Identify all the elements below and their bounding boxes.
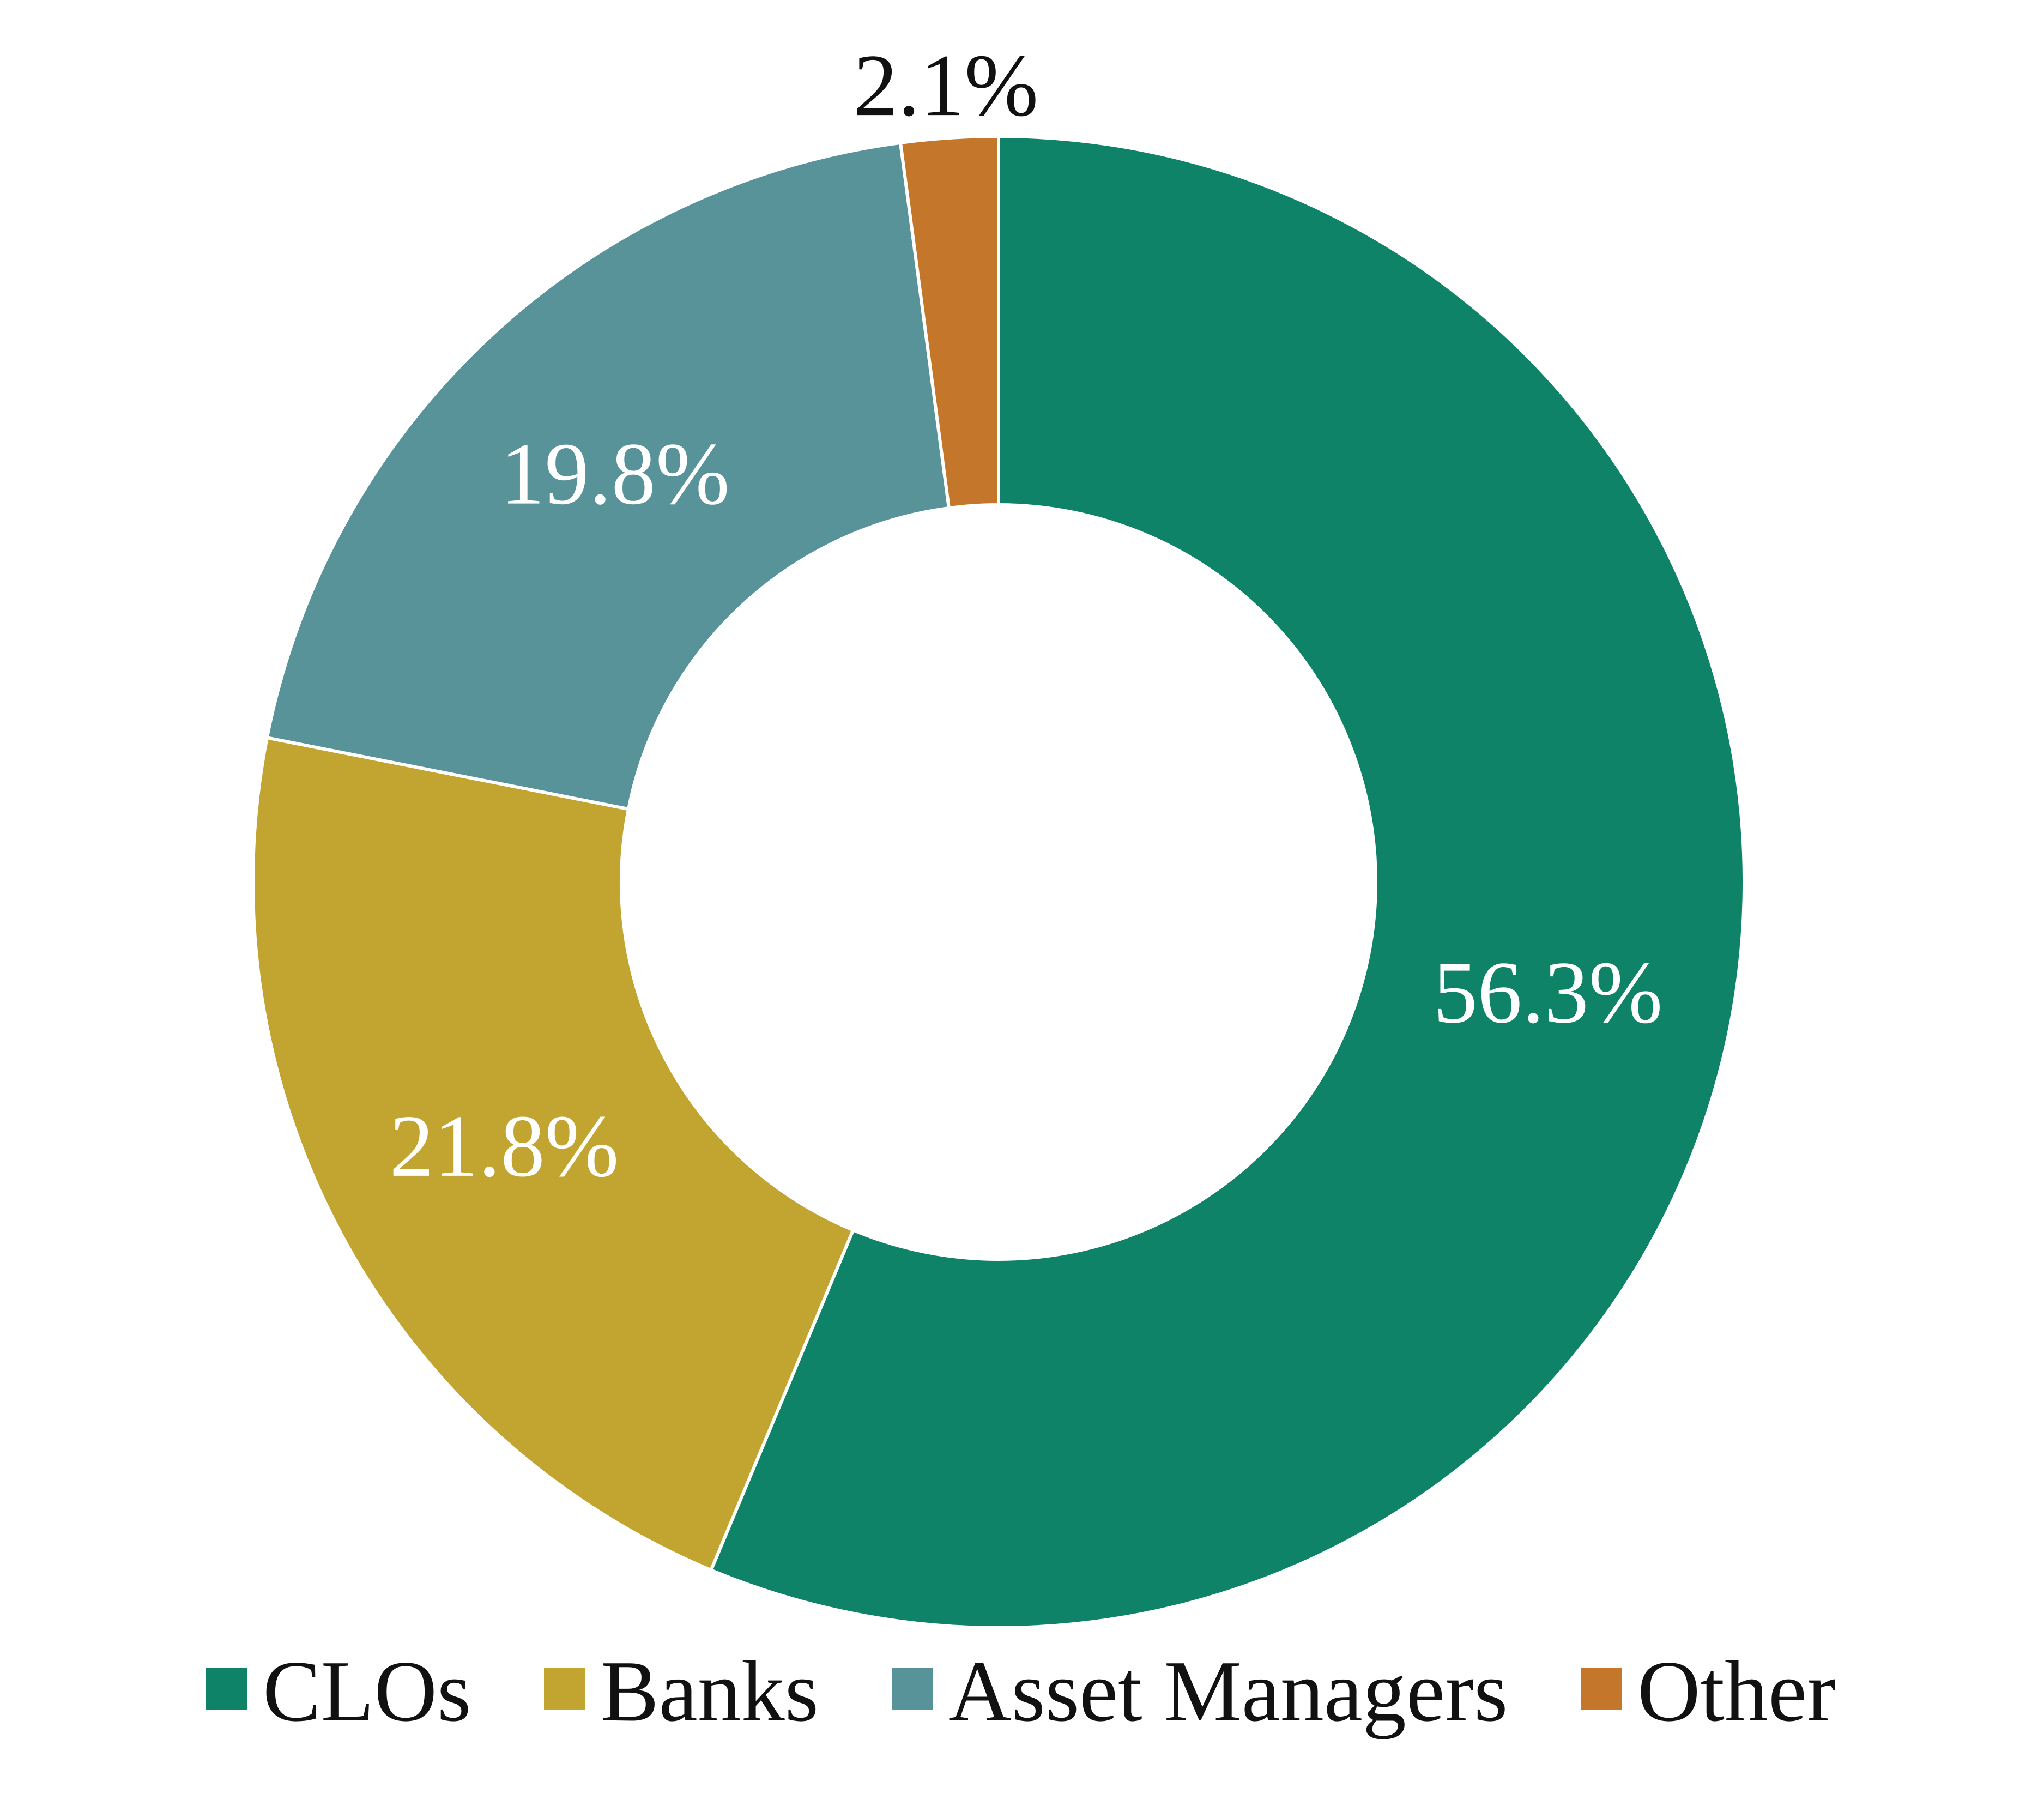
slice-asset-managers: [265, 141, 951, 811]
legend-label-other: Other: [1637, 1642, 1836, 1739]
slice-labels: 56.3% 21.8% 19.8% 2.1%: [389, 37, 1662, 1195]
legend-swatch-banks: [544, 1668, 585, 1710]
legend-item-clos: CLOs: [206, 1642, 471, 1739]
slice-label-asset-managers: 19.8%: [500, 425, 730, 523]
slice-banks: [251, 735, 856, 1573]
legend: CLOs Banks Asset Managers Other: [206, 1642, 1836, 1739]
slice-label-other: 2.1%: [854, 37, 1039, 135]
legend-swatch-clos: [206, 1668, 247, 1710]
legend-swatch-other: [1581, 1668, 1622, 1710]
slice-label-clos: 56.3%: [1433, 944, 1662, 1042]
slice-other: [898, 134, 1000, 510]
legend-swatch-asset-managers: [892, 1668, 933, 1710]
slice-clos: [709, 134, 1746, 1629]
legend-label-banks: Banks: [601, 1642, 819, 1739]
legend-item-other: Other: [1581, 1642, 1836, 1739]
slice-label-banks: 21.8%: [389, 1097, 619, 1195]
legend-item-asset-managers: Asset Managers: [892, 1642, 1508, 1739]
legend-label-clos: CLOs: [263, 1642, 471, 1739]
legend-label-asset-managers: Asset Managers: [948, 1642, 1508, 1739]
donut-slices: [251, 134, 1746, 1629]
legend-item-banks: Banks: [544, 1642, 819, 1739]
